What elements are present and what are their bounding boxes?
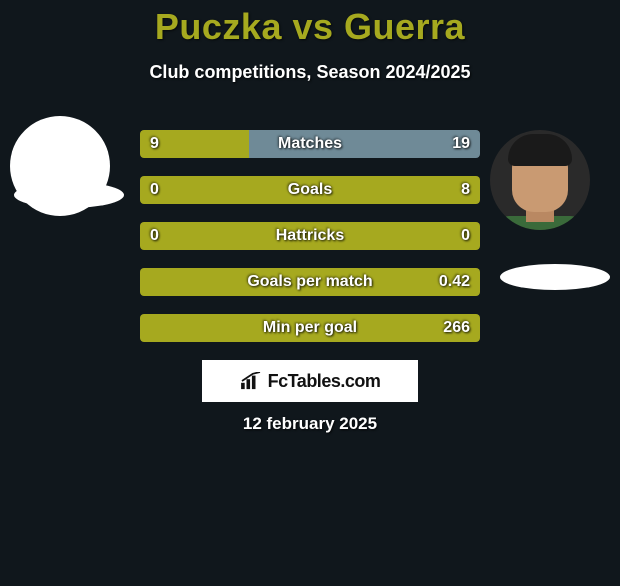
- logo-text: FcTables.com: [268, 371, 381, 392]
- stat-right-value: 266: [443, 314, 470, 342]
- date-text: 12 february 2025: [0, 414, 620, 434]
- stat-label: Matches: [140, 130, 480, 158]
- stat-row-hattricks: 0 Hattricks 0: [140, 222, 480, 250]
- avatar-hair-shape: [508, 134, 572, 166]
- stat-right-value: 19: [452, 130, 470, 158]
- comparison-chart: 9 Matches 19 0 Goals 8 0 Hattricks 0 Goa…: [140, 130, 480, 360]
- stat-label: Goals: [140, 176, 480, 204]
- subtitle: Club competitions, Season 2024/2025: [0, 62, 620, 83]
- stat-label: Min per goal: [140, 314, 480, 342]
- chart-icon: [240, 372, 262, 390]
- page-title: Puczka vs Guerra: [0, 6, 620, 48]
- stat-right-value: 0.42: [439, 268, 470, 296]
- stat-row-matches: 9 Matches 19: [140, 130, 480, 158]
- player-right-avatar: [490, 130, 590, 230]
- player-right-name-pill: [500, 264, 610, 290]
- stat-row-goals-per-match: Goals per match 0.42: [140, 268, 480, 296]
- avatar-placeholder-shape: [10, 131, 110, 161]
- stat-row-min-per-goal: Min per goal 266: [140, 314, 480, 342]
- stat-label: Hattricks: [140, 222, 480, 250]
- stat-right-value: 0: [461, 222, 470, 250]
- player-left-name-pill: [14, 182, 124, 208]
- stat-right-value: 8: [461, 176, 470, 204]
- stat-label: Goals per match: [140, 268, 480, 296]
- fctables-logo: FcTables.com: [202, 360, 418, 402]
- stat-row-goals: 0 Goals 8: [140, 176, 480, 204]
